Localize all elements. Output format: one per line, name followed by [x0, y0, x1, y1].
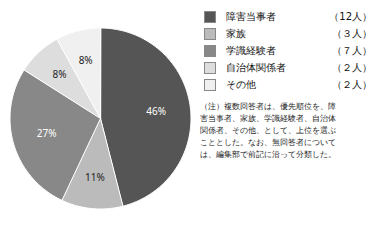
- html-text:（３人）: （３人）: [332, 27, 372, 39]
- html-text:（注）複数回答者は、優先順位を、障 害当事者、家族、学識経験: （注）複数回答者は、優先順位を、障 害当事者、家族、学識経験者、自治体 関係者、…: [200, 102, 336, 159]
- svg-text:11%: 11%: [85, 170, 105, 184]
- html-text:その他: その他: [226, 78, 256, 90]
- html-text:家族: 家族: [226, 27, 246, 39]
- svg-text:27%: 27%: [37, 126, 57, 140]
- html-text:（２人）: （２人）: [332, 78, 372, 90]
- html-text:（２人）: （２人）: [332, 61, 372, 73]
- svg-text:8%: 8%: [53, 67, 67, 81]
- html-text:（12人）: （12人）: [329, 10, 372, 22]
- html-text:学識経験者: 学識経験者: [226, 44, 276, 56]
- svg-text:8%: 8%: [79, 53, 93, 67]
- html-text:障害当事者: 障害当事者: [226, 10, 276, 22]
- html-text:（７人）: （７人）: [332, 44, 372, 56]
- svg-text:46%: 46%: [146, 104, 166, 118]
- html-text:自治体関係者: 自治体関係者: [226, 61, 286, 73]
